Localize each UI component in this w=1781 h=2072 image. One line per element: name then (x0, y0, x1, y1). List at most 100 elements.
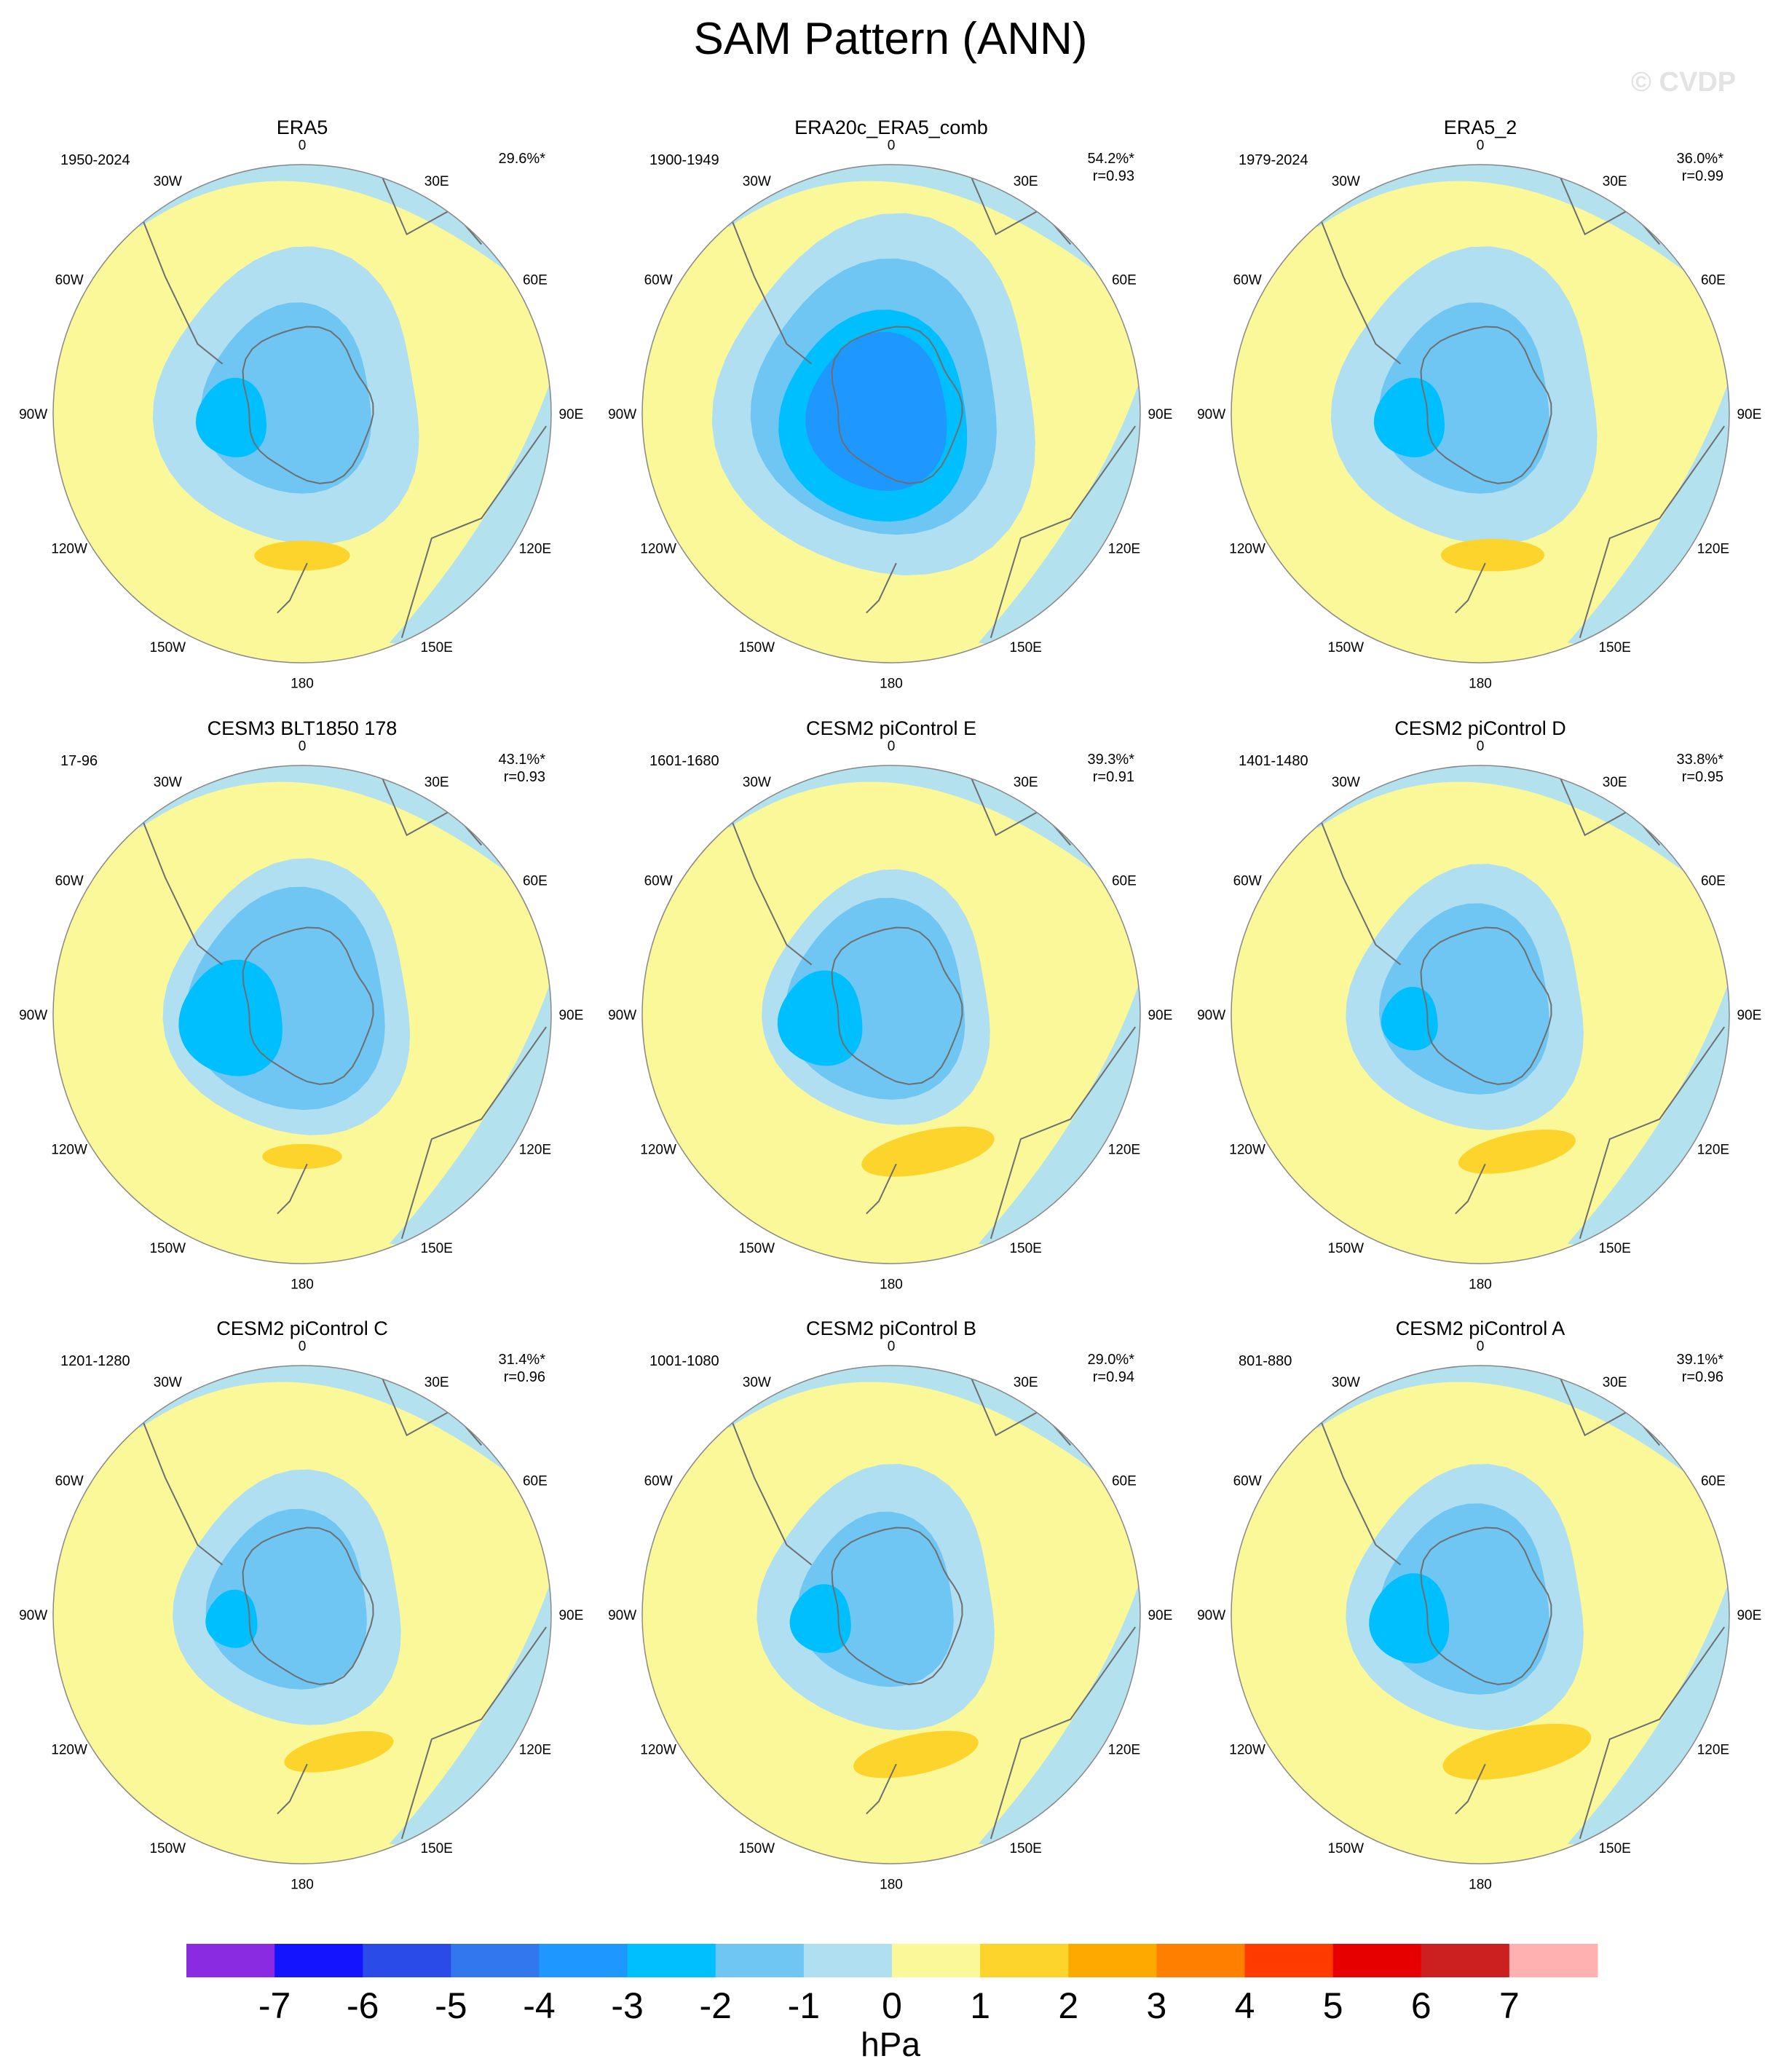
new-zealand-coastline (1455, 562, 1486, 614)
australia-coastline (990, 1026, 1136, 1240)
antarctica-coastline (1420, 1527, 1552, 1685)
longitude-label: 90W (1197, 407, 1225, 422)
panel-title: CESM2 piControl C (216, 1317, 388, 1339)
contour-neg3 (1369, 1573, 1450, 1663)
map-panel: 0 30E 60E 90E 120E 150E 180 150W 120W 90W 60W 30W CE… (1197, 1317, 1761, 1892)
longitude-label: 120E (1697, 1143, 1729, 1158)
map-panels-canvas: 0 30E 60E 90E 120E 150E 180 150W 120W 90W 60W 30W ER… (19, 117, 1761, 1892)
longitude-label: 120E (1108, 542, 1140, 557)
longitude-label: 120W (51, 1143, 87, 1158)
longitude-label: 90W (608, 1008, 636, 1023)
colorbar-tick-label: 2 (1058, 1985, 1078, 2026)
longitude-label: 120W (1229, 542, 1265, 557)
colorbar-swatch (451, 1944, 540, 1977)
pattern-correlation-label: r=0.93 (504, 769, 545, 785)
colorbar-swatch (1332, 1944, 1422, 1977)
contour-neg3 (205, 1589, 258, 1648)
pattern-correlation-label: r=0.99 (1682, 168, 1723, 184)
longitude-label: 90E (1148, 407, 1172, 422)
contour-neg3 (777, 970, 863, 1066)
longitude-label: 60W (55, 1473, 84, 1489)
longitude-label: 120E (519, 1743, 551, 1758)
longitude-label: 90E (1737, 407, 1761, 422)
longitude-label: 180 (880, 1877, 903, 1892)
longitude-label: 150E (1009, 640, 1041, 655)
new-zealand-coastline (866, 1163, 897, 1215)
longitude-label: 120W (51, 1743, 87, 1758)
colorbar-tick-label: -1 (788, 1985, 820, 2026)
panel-title: CESM2 piControl D (1394, 717, 1566, 739)
pattern-correlation-label: r=0.91 (1093, 769, 1134, 785)
colorbar-swatch (627, 1944, 716, 1977)
longitude-label: 60W (55, 873, 84, 889)
longitude-label: 0 (299, 739, 307, 755)
colorbar-tick-label: 6 (1411, 1985, 1431, 2026)
longitude-label: 150E (1009, 1241, 1041, 1256)
longitude-label: 180 (880, 676, 903, 691)
longitude-label: 60E (523, 1473, 548, 1489)
new-zealand-coastline (277, 1763, 308, 1815)
longitude-label: 30E (1014, 775, 1038, 790)
period-label: 1401-1480 (1239, 753, 1308, 769)
australia-coastline (1579, 1626, 1725, 1840)
longitude-label: 180 (291, 1877, 314, 1892)
contour-pos1 (1442, 1723, 1592, 1780)
longitude-label: 30W (1332, 174, 1360, 189)
antarctica-coastline (831, 326, 963, 484)
longitude-label: 0 (1477, 138, 1485, 154)
map-panel: 0 30E 60E 90E 120E 150E 180 150W 120W 90W 60W 30W CE… (1197, 717, 1761, 1292)
longitude-label: 30E (1014, 174, 1038, 189)
longitude-label: 0 (299, 1339, 307, 1355)
new-zealand-coastline (1455, 1163, 1486, 1215)
period-label: 1001-1080 (649, 1353, 719, 1369)
longitude-label: 60W (1233, 873, 1262, 889)
longitude-label: 150W (149, 640, 186, 655)
variance-explained-label: 29.6%* (499, 151, 546, 167)
new-zealand-coastline (1455, 1763, 1486, 1815)
colorbar-swatch (1244, 1944, 1334, 1977)
panel-title: CESM2 piControl E (806, 717, 976, 739)
longitude-label: 120W (640, 1743, 676, 1758)
colorbar-tick-label: -5 (435, 1985, 467, 2026)
colorbar-tick-label: -7 (258, 1985, 291, 2026)
longitude-label: 60E (1112, 272, 1137, 288)
longitude-label: 180 (291, 1277, 314, 1292)
colorbar-swatch (275, 1944, 363, 1977)
map-boundary (641, 765, 1141, 1264)
colorbar-swatch (803, 1944, 893, 1977)
new-zealand-coastline (866, 562, 897, 614)
longitude-label: 90W (19, 1608, 47, 1623)
longitude-label: 180 (1469, 1877, 1492, 1892)
variance-explained-label: 31.4%* (499, 1352, 546, 1368)
south-america-coastline (1300, 770, 1402, 966)
period-label: 801-880 (1239, 1353, 1292, 1369)
longitude-label: 30E (424, 775, 449, 790)
map-panel: 0 30E 60E 90E 120E 150E 180 150W 120W 90W 60W 30W CE… (608, 1317, 1172, 1892)
colorbar-units-label: hPa (861, 2025, 920, 2063)
map-boundary (1231, 164, 1730, 663)
longitude-label: 60E (1112, 1473, 1137, 1489)
longitude-label: 60E (1701, 272, 1726, 288)
longitude-label: 120E (1108, 1143, 1140, 1158)
longitude-label: 30W (154, 174, 182, 189)
map-boundary (641, 1365, 1141, 1864)
panel-title: ERA20c_ERA5_comb (794, 117, 988, 138)
longitude-label: 0 (1477, 1339, 1485, 1355)
period-label: 1201-1280 (60, 1353, 130, 1369)
colorbar-swatch (1156, 1944, 1245, 1977)
longitude-label: 30E (1603, 174, 1627, 189)
longitude-label: 150E (420, 640, 452, 655)
longitude-label: 90E (1148, 1608, 1172, 1623)
antarctica-coastline (242, 326, 374, 484)
map-boundary (52, 765, 552, 1264)
australia-coastline (1579, 1026, 1725, 1240)
longitude-label: 30W (743, 1375, 771, 1390)
longitude-label: 30W (743, 174, 771, 189)
watermark: © CVDP (1631, 67, 1737, 98)
longitude-label: 30E (1014, 1375, 1038, 1390)
longitude-label: 120W (1229, 1143, 1265, 1158)
longitude-label: 150W (738, 1241, 775, 1256)
variance-explained-label: 33.8%* (1677, 752, 1724, 768)
map-boundary (52, 164, 552, 663)
longitude-label: 90W (19, 407, 47, 422)
